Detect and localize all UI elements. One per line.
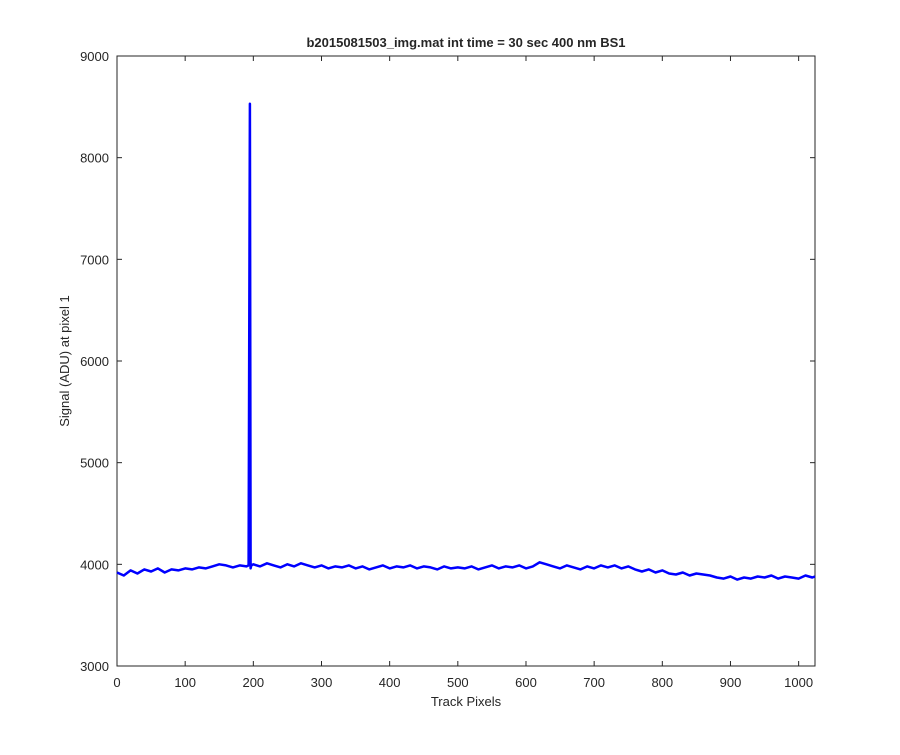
y-tick-label: 6000 xyxy=(80,354,109,369)
x-tick-label: 100 xyxy=(174,675,196,690)
y-tick-label: 7000 xyxy=(80,252,109,267)
signal-series-line xyxy=(116,102,816,581)
x-tick-label: 1000 xyxy=(784,675,813,690)
y-tick-label: 3000 xyxy=(80,659,109,674)
x-axis-label: Track Pixels xyxy=(431,694,502,709)
x-tick-label: 800 xyxy=(651,675,673,690)
x-tick-label: 900 xyxy=(720,675,742,690)
y-axis: 3000 4000 5000 6000 7000 8000 9000 xyxy=(80,49,815,674)
plot-area xyxy=(116,55,816,667)
chart-title: b2015081503_img.mat int time = 30 sec 40… xyxy=(306,35,625,50)
x-tick-label: 200 xyxy=(242,675,264,690)
y-tick-label: 8000 xyxy=(80,151,109,166)
x-tick-label: 600 xyxy=(515,675,537,690)
x-tick-label: 0 xyxy=(113,675,120,690)
x-axis: 0 100 200 300 400 500 600 700 800 900 1000 xyxy=(113,56,813,690)
x-tick-label: 700 xyxy=(583,675,605,690)
y-tick-label: 9000 xyxy=(80,49,109,64)
x-tick-label: 400 xyxy=(379,675,401,690)
y-tick-label: 4000 xyxy=(80,557,109,572)
y-tick-label: 5000 xyxy=(80,456,109,471)
x-tick-label: 500 xyxy=(447,675,469,690)
x-tick-label: 300 xyxy=(311,675,333,690)
y-axis-label: Signal (ADU) at pixel 1 xyxy=(57,295,72,427)
